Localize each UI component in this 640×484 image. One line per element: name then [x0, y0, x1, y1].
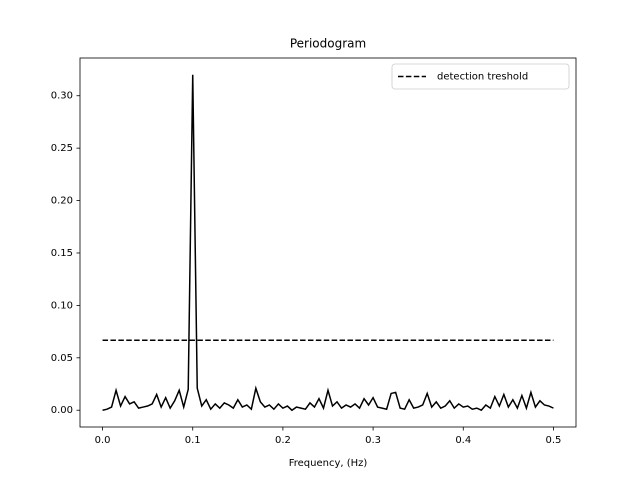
- x-tick-label: 0.5: [546, 435, 562, 446]
- legend-box: [391, 63, 570, 90]
- series-line: [102, 74, 554, 412]
- plot-frame: [79, 57, 577, 428]
- y-tick-label: 0.15: [51, 248, 73, 259]
- y-tick-label: 0.20: [51, 196, 73, 207]
- x-tick-label: 0.4: [455, 435, 471, 446]
- x-tick-label: 0.3: [365, 435, 381, 446]
- x-tick-label: 0.0: [95, 435, 111, 446]
- y-tick-label: 0.00: [51, 405, 73, 416]
- y-tick-label: 0.30: [51, 91, 73, 102]
- legend-label: detection treshold: [437, 72, 528, 83]
- x-tick-label: 0.1: [185, 435, 201, 446]
- y-tick-label: 0.05: [51, 353, 73, 364]
- x-tick-label: 0.2: [275, 435, 291, 446]
- x-axis-label: Frequency, (Hz): [289, 458, 368, 469]
- chart-title: Periodogram: [290, 37, 366, 51]
- y-tick-label: 0.25: [51, 143, 73, 154]
- y-tick-label: 0.10: [51, 300, 73, 311]
